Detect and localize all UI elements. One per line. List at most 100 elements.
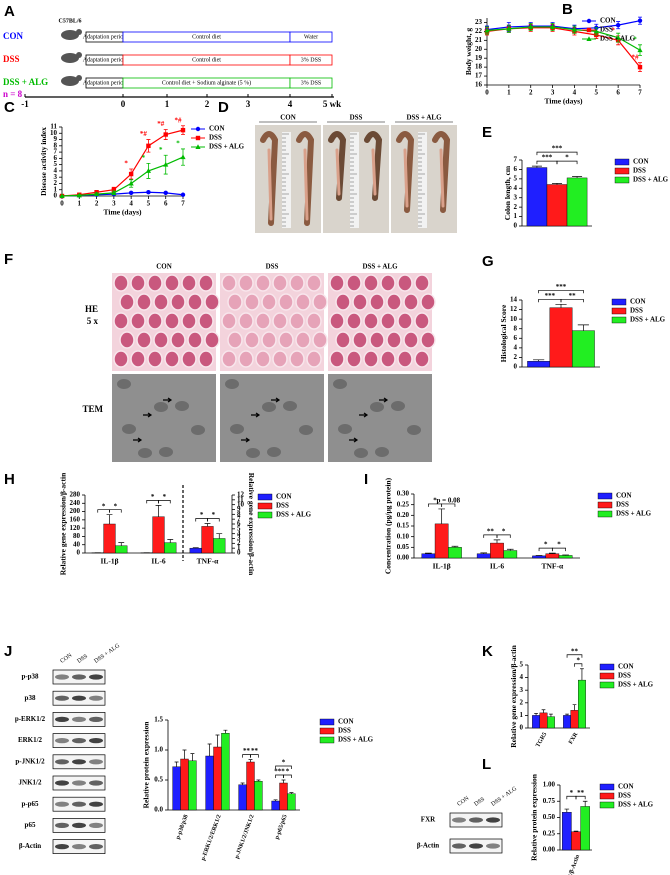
error-bar xyxy=(204,523,211,527)
x-tick-label: 7 xyxy=(638,89,642,97)
legend-label: CON xyxy=(276,493,292,501)
y-tick-label: 4 xyxy=(237,529,241,537)
legend-label: DSS xyxy=(209,134,222,142)
series-line xyxy=(61,156,184,197)
bar xyxy=(580,806,590,851)
y-tick-label: 5 xyxy=(54,160,58,168)
y-tick-label: 2 xyxy=(520,698,524,706)
significance-label: * xyxy=(282,759,286,767)
x-tick-label: TGR5 xyxy=(535,732,548,749)
error-bar xyxy=(531,165,542,168)
crypt xyxy=(278,293,294,311)
error-bar xyxy=(534,713,538,716)
crypt xyxy=(386,331,402,349)
bar xyxy=(563,715,571,729)
blot-row-label: p-JNK1/2 xyxy=(15,757,45,765)
y-tick-label: 8 xyxy=(54,141,58,149)
photo-group: DSS xyxy=(350,114,363,122)
crypt xyxy=(380,350,396,368)
crypt xyxy=(380,274,396,292)
colon xyxy=(396,131,415,213)
blot-row-label: FXR xyxy=(421,816,436,824)
legend-label: CON xyxy=(209,125,225,133)
y-tick-label: 10 xyxy=(50,129,58,137)
significance: * xyxy=(176,140,180,148)
tem-arrow xyxy=(379,397,389,403)
legend-swatch xyxy=(319,727,335,735)
y-tick-label: 240 xyxy=(70,499,81,507)
blot-band xyxy=(89,780,103,786)
y-tick-label: 6 xyxy=(514,334,518,342)
significance-label: * xyxy=(200,511,204,519)
timeline-label: 3 xyxy=(246,99,251,109)
error-bar xyxy=(155,505,162,517)
crypt xyxy=(403,293,419,311)
y-tick-label: 1.5 xyxy=(154,716,163,724)
y-tick-label: 11 xyxy=(237,495,244,503)
y-tick-label: 280 xyxy=(70,491,81,499)
point xyxy=(195,135,201,141)
error-bar xyxy=(565,713,569,716)
error-bar xyxy=(273,799,278,801)
lane-label: DSS + ALG xyxy=(93,643,121,665)
crypt xyxy=(295,331,311,349)
blot-band xyxy=(55,822,69,829)
y-tick-label: 1.0 xyxy=(154,746,163,754)
crypt xyxy=(272,312,288,330)
bar xyxy=(103,523,116,554)
bar xyxy=(570,710,579,729)
y-tick-label: 0.25 xyxy=(397,500,410,508)
y-axis-label: Concentration (pg/μg protein) xyxy=(384,477,393,574)
crypt xyxy=(346,350,362,368)
error-bar xyxy=(480,552,488,554)
blot-band xyxy=(72,695,86,701)
significance-bracket xyxy=(275,765,292,769)
y-tick-label: 0 xyxy=(514,222,518,230)
y-tick-label: 6 xyxy=(237,520,241,528)
error-bar xyxy=(281,779,286,783)
point xyxy=(586,36,592,41)
x-tick-label: IL-1β xyxy=(433,562,451,571)
y-tick-label: 0.5 xyxy=(154,776,163,784)
crypt xyxy=(335,293,351,311)
blot-row-label: p-p65 xyxy=(21,800,39,808)
y-tick-label: 12 xyxy=(237,491,245,499)
blot-band xyxy=(72,759,86,765)
blot-band xyxy=(89,738,103,744)
y-tick-label: 4 xyxy=(520,673,524,681)
legend-swatch xyxy=(257,511,273,519)
point xyxy=(180,154,186,160)
legend-label: DSS + ALG xyxy=(618,681,654,689)
tem-organelle xyxy=(246,448,260,458)
blot-band xyxy=(55,801,69,807)
mouse-head xyxy=(76,29,82,35)
crypt xyxy=(164,312,180,330)
period-label: Adaptation period xyxy=(83,34,127,40)
crypt xyxy=(187,331,203,349)
tem-arrow xyxy=(143,412,153,418)
bar xyxy=(189,547,202,554)
significance-bracket xyxy=(556,160,578,165)
lane-label: DSS xyxy=(473,797,485,808)
error-bar xyxy=(572,176,583,178)
y-tick-label: 200 xyxy=(70,507,81,515)
bar xyxy=(566,177,588,227)
crypt xyxy=(244,331,260,349)
error-bar xyxy=(190,753,195,761)
legend-label: CON xyxy=(618,663,634,671)
tem-organelle xyxy=(159,447,173,457)
crypt xyxy=(221,274,237,292)
timeline-label: 5 wk xyxy=(323,99,341,109)
significance-bracket xyxy=(560,298,584,303)
legend-label: DSS xyxy=(600,26,613,34)
blot-row-label: p-ERK1/2 xyxy=(15,715,46,723)
x-tick-label: 3 xyxy=(551,89,555,97)
significance-label: ** xyxy=(251,747,259,755)
colon-tissue xyxy=(267,148,273,221)
legend-swatch xyxy=(599,672,615,680)
bar xyxy=(549,307,573,368)
point xyxy=(637,47,643,53)
tem-arrow xyxy=(251,412,261,418)
crypt xyxy=(170,331,186,349)
